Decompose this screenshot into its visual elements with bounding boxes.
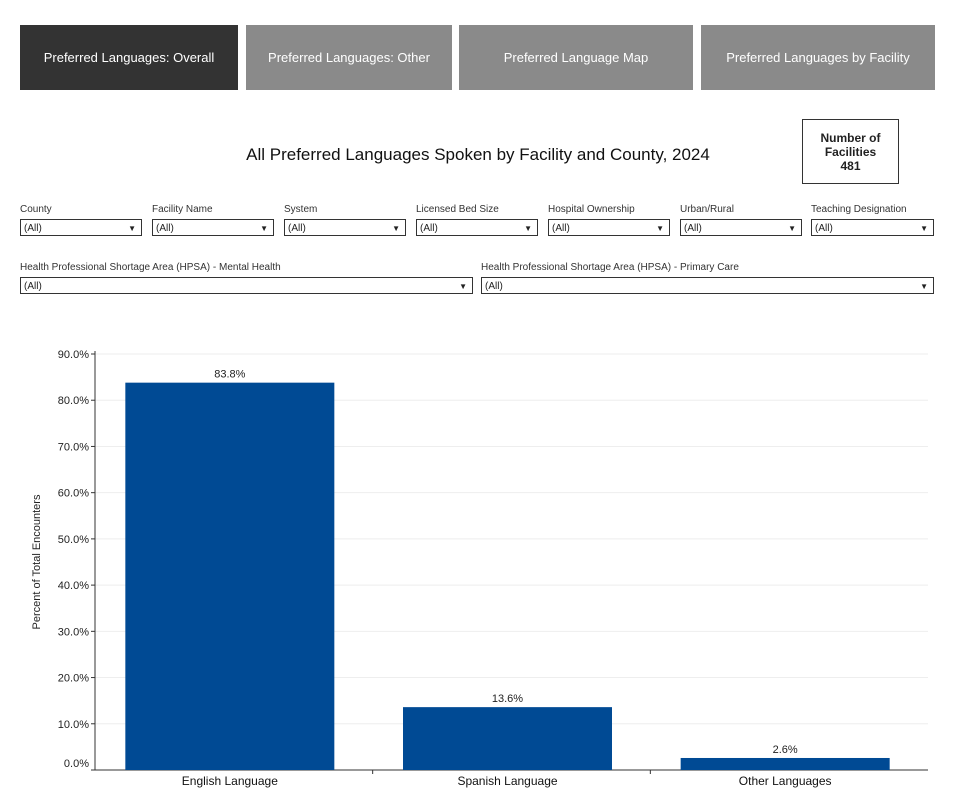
y-tick-label: 40.0% <box>58 580 89 592</box>
dropdown-arrow-icon[interactable]: ▼ <box>260 224 268 233</box>
bar-chart: 0.0% 10.0% 20.0% 30.0% 40.0% 50.0% 60.0% 70.0% 8… <box>31 349 928 788</box>
dropdown-arrow-icon[interactable]: ▼ <box>459 282 467 291</box>
filter-value: (All) <box>24 281 42 292</box>
filter-value: (All) <box>288 223 306 234</box>
filter-value: (All) <box>156 223 174 234</box>
filter-1: Facility Name (All) ▼ <box>152 204 274 236</box>
filter-dropdown[interactable]: (All) ▼ <box>548 219 670 236</box>
tab-preferred-languages-overall[interactable]: Preferred Languages: Overall <box>20 25 238 90</box>
filter-4: Hospital Ownership (All) ▼ <box>548 204 670 236</box>
tab-preferred-languages-other[interactable]: Preferred Languages: Other <box>246 25 452 90</box>
filter-value: (All) <box>420 223 438 234</box>
kpi-label: Number of <box>820 130 881 145</box>
dashboard-title: All Preferred Languages Spoken by Facili… <box>246 145 710 164</box>
y-tick-label: 70.0% <box>58 441 89 453</box>
filter-value: (All) <box>815 223 833 234</box>
filter-dropdown[interactable]: (All) ▼ <box>152 219 274 236</box>
filter-dropdown[interactable]: (All) ▼ <box>680 219 802 236</box>
filter-label: Teaching Designation <box>811 204 907 215</box>
filter-dropdown[interactable]: (All) ▼ <box>20 219 142 236</box>
y-tick-label: 80.0% <box>58 395 89 407</box>
dropdown-arrow-icon[interactable]: ▼ <box>920 282 928 291</box>
x-tick-label: English Language <box>182 774 278 788</box>
filter-5: Urban/Rural (All) ▼ <box>680 204 802 236</box>
dropdown-arrow-icon[interactable]: ▼ <box>128 224 136 233</box>
filter-label: County <box>20 204 52 215</box>
bar <box>403 707 612 770</box>
filter-8: Health Professional Shortage Area (HPSA)… <box>481 262 934 294</box>
filter-7: Health Professional Shortage Area (HPSA)… <box>20 262 473 294</box>
filter-label: Health Professional Shortage Area (HPSA)… <box>481 262 739 273</box>
data-label: 83.8% <box>214 369 245 381</box>
filter-value: (All) <box>552 223 570 234</box>
filter-label: Urban/Rural <box>680 204 734 215</box>
tab-preferred-language-map[interactable]: Preferred Language Map <box>459 25 693 90</box>
filter-label: Hospital Ownership <box>548 204 635 215</box>
filter-value: (All) <box>485 281 503 292</box>
bar <box>680 757 890 770</box>
filter-0: County (All) ▼ <box>20 204 142 236</box>
filter-3: Licensed Bed Size (All) ▼ <box>416 204 538 236</box>
y-tick-label: 90.0% <box>58 349 89 361</box>
filter-label: Licensed Bed Size <box>416 204 499 215</box>
dropdown-arrow-icon[interactable]: ▼ <box>524 224 532 233</box>
filter-dropdown[interactable]: (All) ▼ <box>20 277 473 294</box>
tab-preferred-languages-by-facility[interactable]: Preferred Languages by Facility <box>701 25 935 90</box>
dropdown-arrow-icon[interactable]: ▼ <box>656 224 664 233</box>
filter-value: (All) <box>684 223 702 234</box>
y-tick-label: 50.0% <box>58 534 89 546</box>
y-tick-label: 10.0% <box>58 719 89 731</box>
y-tick-label: 0.0% <box>64 758 89 770</box>
filter-dropdown[interactable]: (All) ▼ <box>481 277 934 294</box>
x-tick-label: Other Languages <box>739 774 832 788</box>
y-tick-label: 60.0% <box>58 488 89 500</box>
x-tick-label: Spanish Language <box>457 774 557 788</box>
filter-dropdown[interactable]: (All) ▼ <box>284 219 406 236</box>
filter-label: Health Professional Shortage Area (HPSA)… <box>20 262 281 273</box>
data-label: 13.6% <box>492 693 523 705</box>
dropdown-arrow-icon[interactable]: ▼ <box>788 224 796 233</box>
filter-label: System <box>284 204 318 215</box>
filter-2: System (All) ▼ <box>284 204 406 236</box>
filter-dropdown[interactable]: (All) ▼ <box>811 219 934 236</box>
filter-value: (All) <box>24 223 42 234</box>
bar <box>125 382 335 770</box>
y-tick-label: 30.0% <box>58 626 89 638</box>
dropdown-arrow-icon[interactable]: ▼ <box>920 224 928 233</box>
dropdown-arrow-icon[interactable]: ▼ <box>392 224 400 233</box>
y-tick-label: 20.0% <box>58 673 89 685</box>
y-axis-title: Percent of Total Encounters <box>31 494 43 629</box>
kpi-label: Facilities <box>824 144 877 159</box>
data-label: 2.6% <box>773 744 798 756</box>
filter-6: Teaching Designation (All) ▼ <box>811 204 934 236</box>
filter-label: Facility Name <box>152 204 213 215</box>
filter-dropdown[interactable]: (All) ▼ <box>416 219 538 236</box>
facility-count-card: Number of Facilities 481 <box>802 119 899 184</box>
kpi-value: 481 <box>840 158 861 173</box>
